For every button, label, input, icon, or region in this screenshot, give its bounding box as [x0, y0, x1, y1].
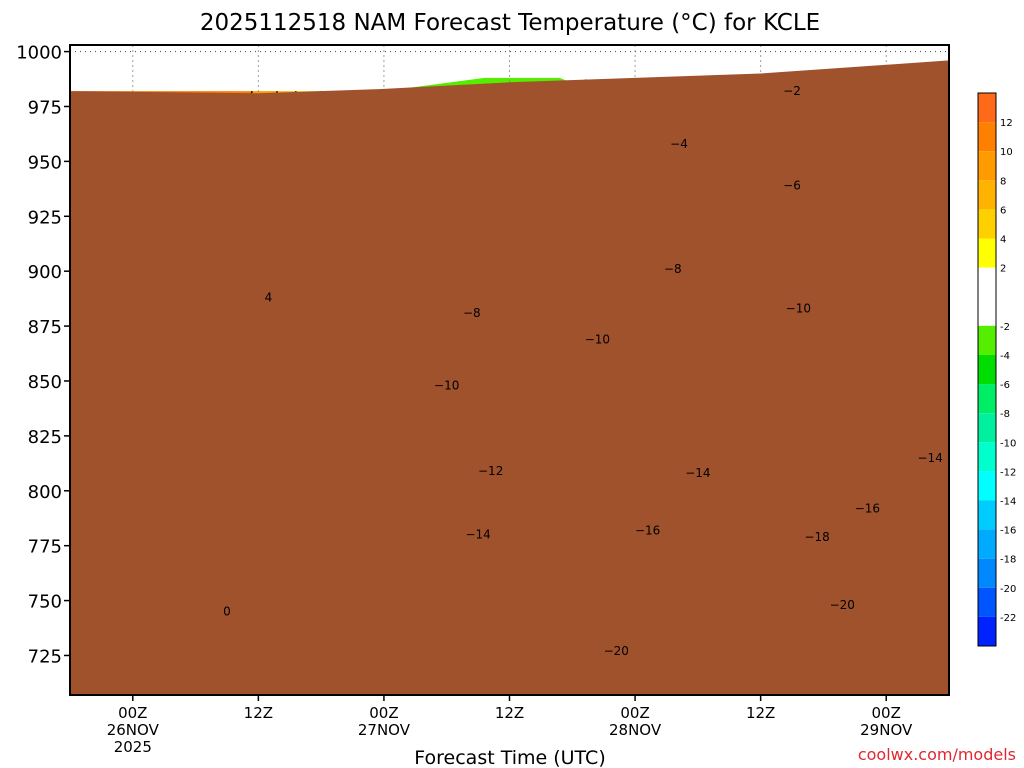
- y-tick-label: 825: [28, 427, 62, 448]
- y-tick-label: 1000: [16, 43, 62, 64]
- colorbar-tick-label: -18: [1000, 555, 1016, 566]
- plot-area: 0 4 −14 −12 −10 −8 −10 −20 −20 −16 −18 −16 −14 −14 −10…: [70, 45, 949, 695]
- contour-labels: 0 4 −14 −12 −10 −8 −10 −20 −20 −16 −18 −16 −14 −14 −10…: [223, 84, 943, 658]
- contour-label: −14: [685, 466, 710, 480]
- colorbar-tick-label: -4: [1000, 351, 1010, 362]
- colorbar-tick-label: 6: [1000, 205, 1006, 216]
- colorbar-tick-label: 2: [1000, 264, 1006, 275]
- y-tick-label: 975: [28, 97, 62, 118]
- colorbar-frame: [977, 92, 997, 647]
- colorbar-band: [978, 616, 996, 646]
- x-tick-label: 00Z: [369, 704, 398, 722]
- x-tick-label: 27NOV: [358, 721, 411, 739]
- colorbar-tick-label: -22: [1000, 613, 1016, 624]
- colorbar: 12 10 8 6 4 2 -2 -4 -6 -8 -10 -12 -14 -16 -18 -20 -22: [977, 92, 1016, 647]
- colorbar-band: [978, 267, 996, 326]
- contour-label: −16: [855, 501, 880, 515]
- colorbar-tick-label: 4: [1000, 235, 1006, 246]
- contour-label: −18: [804, 530, 829, 544]
- colorbar-tick-label: -10: [1000, 438, 1016, 449]
- y-tick-label: 775: [28, 537, 62, 558]
- contour-label: 0: [223, 605, 231, 619]
- watermark: coolwx.com/models: [858, 745, 1016, 764]
- colorbar-band: [978, 151, 996, 181]
- y-tick-label: 750: [28, 592, 62, 613]
- colorbar-band: [978, 587, 996, 617]
- colorbar-tick-label: 10: [1000, 147, 1013, 158]
- ground-fill: [70, 60, 949, 695]
- x-tick-label: 12Z: [746, 704, 775, 722]
- colorbar-band: [978, 384, 996, 414]
- colorbar-band: [978, 354, 996, 385]
- contour-label: −10: [434, 378, 459, 392]
- contour-label: −14: [465, 528, 490, 542]
- colorbar-tick-label: -12: [1000, 467, 1016, 478]
- colorbar-band: [978, 238, 996, 268]
- colorbar-tick-label: -14: [1000, 496, 1016, 507]
- ground-terrain: [70, 60, 949, 695]
- x-tick-label: 00Z: [620, 704, 649, 722]
- contour-label: −16: [635, 523, 660, 537]
- contour-label: −12: [478, 464, 503, 478]
- contour-label: −14: [918, 451, 943, 465]
- colorbar-tick-label: 12: [1000, 118, 1013, 129]
- x-tick-label: 00Z: [118, 704, 147, 722]
- colorbar-band: [978, 93, 996, 123]
- colorbar-tick-label: -8: [1000, 409, 1010, 420]
- y-tick-label: 900: [28, 262, 62, 283]
- y-tick-label: 800: [28, 482, 62, 503]
- colorbar-band: [978, 180, 996, 210]
- y-tick-label: 875: [28, 317, 62, 338]
- colorbar-band: [978, 122, 996, 152]
- x-tick-label: 26NOV: [107, 721, 160, 739]
- contour-label: −8: [664, 262, 682, 276]
- colorbar-band: [978, 471, 996, 501]
- contour-label: −10: [585, 332, 610, 346]
- contour-label: −4: [670, 137, 688, 151]
- colorbar-tick-label: -6: [1000, 380, 1010, 391]
- x-tick-label: 12Z: [495, 704, 524, 722]
- colorbar-band: [978, 442, 996, 472]
- x-tick-label: 00Z: [872, 704, 901, 722]
- y-tick-label: 725: [28, 646, 62, 667]
- chart-title: 2025112518 NAM Forecast Temperature (°C)…: [200, 10, 820, 36]
- contour-label: −6: [783, 179, 801, 193]
- y-tick-label: 925: [28, 207, 62, 228]
- colorbar-band: [978, 325, 996, 355]
- contour-label: −2: [783, 84, 801, 98]
- contour-label: −8: [463, 306, 481, 320]
- x-tick-label: 12Z: [244, 704, 273, 722]
- colorbar-tick-label: -16: [1000, 526, 1016, 537]
- contour-label: −20: [604, 644, 629, 658]
- y-axis: 725 750 775 800 825 850 875 900 925 950 975 1000: [16, 43, 70, 667]
- colorbar-band: [978, 500, 996, 530]
- contour-label: −20: [830, 598, 855, 612]
- y-tick-label: 850: [28, 372, 62, 393]
- colorbar-band: [978, 209, 996, 239]
- x-tick-label: 2025: [114, 738, 152, 756]
- colorbar-tick-label: -2: [1000, 322, 1010, 333]
- colorbar-band: [978, 558, 996, 588]
- x-axis-label: Forecast Time (UTC): [414, 747, 605, 768]
- colorbar-tick-label: 8: [1000, 176, 1006, 187]
- x-tick-label: 29NOV: [860, 721, 913, 739]
- contour-label: 4: [265, 291, 273, 305]
- x-tick-label: 28NOV: [609, 721, 662, 739]
- y-tick-label: 950: [28, 152, 62, 173]
- colorbar-band: [978, 529, 996, 559]
- contour-label: −10: [786, 302, 811, 316]
- colorbar-band: [978, 413, 996, 443]
- colorbar-tick-label: -20: [1000, 584, 1016, 595]
